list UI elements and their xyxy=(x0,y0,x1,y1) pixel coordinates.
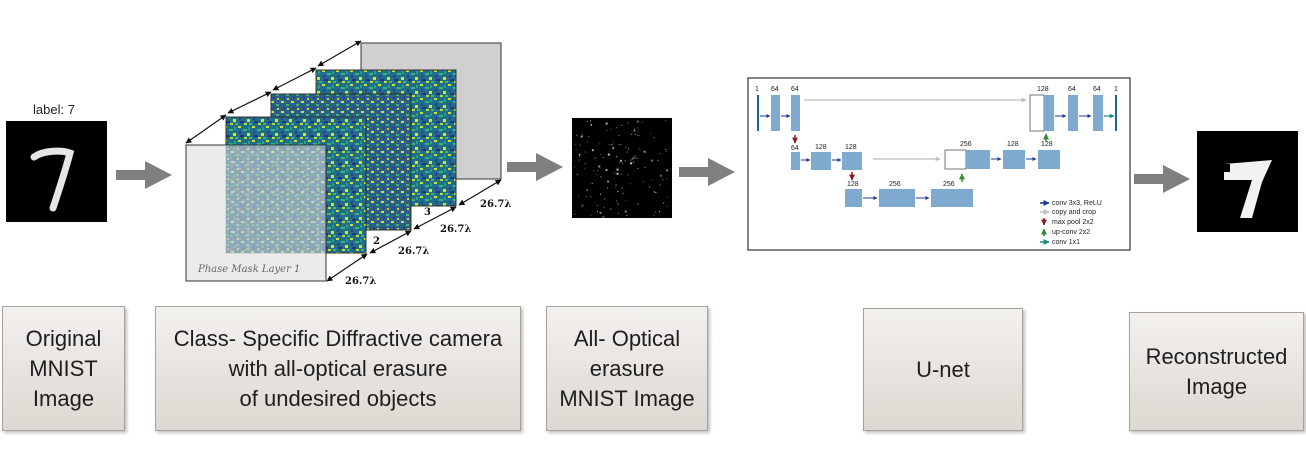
caption-unet-text: U-net xyxy=(916,356,970,382)
unet-block-enc1a xyxy=(771,95,780,131)
input-label-text: label: 7 xyxy=(33,102,75,117)
erased-mnist-image xyxy=(572,118,672,218)
legend-maxpool: max pool 2x2 xyxy=(1052,219,1094,226)
caption-unet: U-net xyxy=(863,308,1023,431)
phase-mask-stack: Phase Mask Layer 1 2 3 26.7λ 26.7λ 26.7λ… xyxy=(185,40,511,287)
reconstructed-image xyxy=(1197,131,1298,232)
spacing-label-3: 26.7λ xyxy=(440,224,471,235)
svg-text:128: 128 xyxy=(1041,141,1053,148)
unet-block-dec1b xyxy=(1068,95,1078,131)
caption-erasure-image: All- Optical erasure MNIST Image xyxy=(546,306,708,431)
flow-arrow-1 xyxy=(116,161,172,189)
unet-block-bottom-a xyxy=(845,189,862,207)
unet-block-bottom-c xyxy=(931,189,973,207)
svg-text:64: 64 xyxy=(1093,86,1101,93)
svg-text:256: 256 xyxy=(960,141,972,148)
phase-mask-layer-1-label: Phase Mask Layer 1 xyxy=(197,264,300,275)
flow-arrow-4 xyxy=(1134,165,1190,193)
svg-text:128: 128 xyxy=(847,181,859,188)
svg-text:128: 128 xyxy=(1037,86,1049,93)
unet-block-dec2a xyxy=(966,150,990,169)
unet-block-dec2b xyxy=(1003,150,1025,169)
caption-diffractive-camera: Class- Specific Diffractive camera with … xyxy=(155,306,521,431)
svg-text:128: 128 xyxy=(1007,141,1019,148)
caption-erasure-text: All- Optical erasure MNIST Image xyxy=(559,325,695,411)
layer-number-3: 3 xyxy=(424,207,431,218)
caption-original-text: Original MNIST Image xyxy=(25,325,102,411)
unet-legend: conv 3x3, ReLU copy and crop max pool 2x… xyxy=(1040,200,1102,246)
svg-text:256: 256 xyxy=(889,181,901,188)
svg-text:128: 128 xyxy=(845,144,857,151)
pipeline-diagram: label: 7 Phase Mask Layer 1 2 3 26.7λ 26… xyxy=(6,40,1298,287)
svg-text:1: 1 xyxy=(1114,86,1118,93)
caption-reconstructed-image: Reconstructed Image xyxy=(1129,312,1304,431)
unet-block-dec1a xyxy=(1044,95,1054,131)
svg-text:64: 64 xyxy=(771,86,779,93)
svg-text:64: 64 xyxy=(1068,86,1076,93)
svg-text:256: 256 xyxy=(943,181,955,188)
layer-number-2: 2 xyxy=(373,236,380,247)
flow-arrow-3 xyxy=(679,158,735,186)
caption-reconstructed-text: Reconstructed Image xyxy=(1145,343,1288,399)
legend-conv: conv 3x3, ReLU xyxy=(1052,200,1102,207)
unet-block-enc2a xyxy=(791,152,800,170)
caption-original-image: Original MNIST Image xyxy=(2,306,125,431)
unet-diagram: 1 64 64 64 128 128 128 256 256 256 xyxy=(747,77,1131,251)
spacing-label-2: 26.7λ xyxy=(398,246,429,257)
legend-conv1x1: conv 1x1 xyxy=(1052,239,1080,246)
unet-block-enc2b xyxy=(811,152,831,170)
legend-upconv: up-conv 2x2 xyxy=(1052,229,1090,236)
unet-block-bottom-b xyxy=(879,189,915,207)
svg-text:64: 64 xyxy=(791,86,799,93)
unet-block-dec1c xyxy=(1093,95,1103,131)
spacing-label-1: 26.7λ xyxy=(345,276,376,287)
svg-text:64: 64 xyxy=(791,145,799,152)
svg-text:128: 128 xyxy=(815,144,827,151)
unet-block-dec2-copy xyxy=(944,149,967,170)
unet-block-dec1-copy xyxy=(1029,94,1045,132)
svg-text:1: 1 xyxy=(755,86,759,93)
flow-arrow-2 xyxy=(507,153,563,181)
caption-camera-text: Class- Specific Diffractive camera with … xyxy=(173,325,503,411)
input-mnist-image xyxy=(6,121,107,222)
spacing-label-4: 26.7λ xyxy=(480,199,511,210)
unet-block-enc2c xyxy=(842,152,862,170)
unet-block-enc1b xyxy=(791,95,800,131)
unet-block-dec2c xyxy=(1038,150,1060,169)
legend-copy: copy and crop xyxy=(1052,209,1096,216)
